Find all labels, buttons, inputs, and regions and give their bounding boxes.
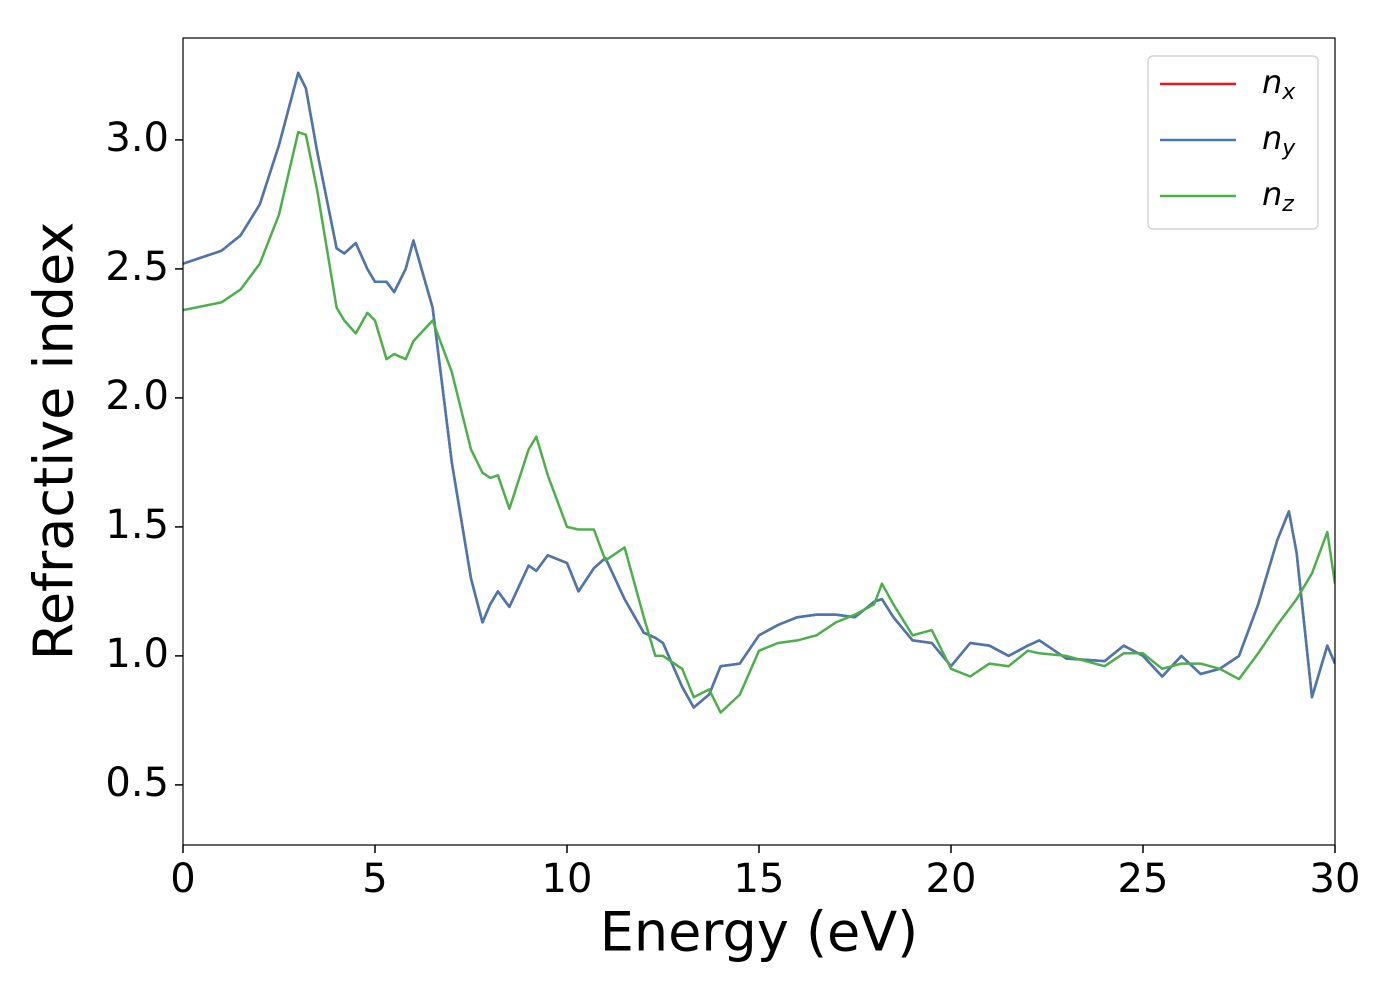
y-tick-label: 3.0 <box>105 115 169 161</box>
legend-label-base: n <box>1262 63 1282 101</box>
legend-label: ny <box>1262 119 1296 161</box>
legend-label: nx <box>1262 63 1296 105</box>
line-series <box>183 130 1335 714</box>
legend-label-base: n <box>1262 175 1282 213</box>
legend-box <box>1147 55 1319 230</box>
y-tick-label: 0.5 <box>105 760 169 806</box>
legend-label-sub: y <box>1281 136 1296 161</box>
x-tick-label: 15 <box>734 856 785 902</box>
y-tick-label: 1.0 <box>105 631 169 677</box>
x-tick-label: 30 <box>1310 856 1361 902</box>
x-tick-label: 0 <box>170 856 195 902</box>
y-axis-label: Refractive index <box>23 222 86 661</box>
x-tick-label: 10 <box>542 856 593 902</box>
plot-frame <box>182 37 1336 846</box>
legend-label-sub: x <box>1281 80 1296 105</box>
x-tick-label: 20 <box>926 856 977 902</box>
x-tick-label: 25 <box>1118 856 1169 902</box>
y-tick-label: 2.0 <box>105 373 169 419</box>
y-tick-label: 2.5 <box>105 244 169 290</box>
y-tick-label: 1.5 <box>105 502 169 548</box>
x-axis-label: Energy (eV) <box>600 901 919 964</box>
x-tick-label: 5 <box>362 856 387 902</box>
line-series <box>183 71 1335 709</box>
legend-label: nz <box>1262 175 1294 217</box>
legend-label-sub: z <box>1281 192 1294 217</box>
legend-label-base: n <box>1262 119 1282 157</box>
